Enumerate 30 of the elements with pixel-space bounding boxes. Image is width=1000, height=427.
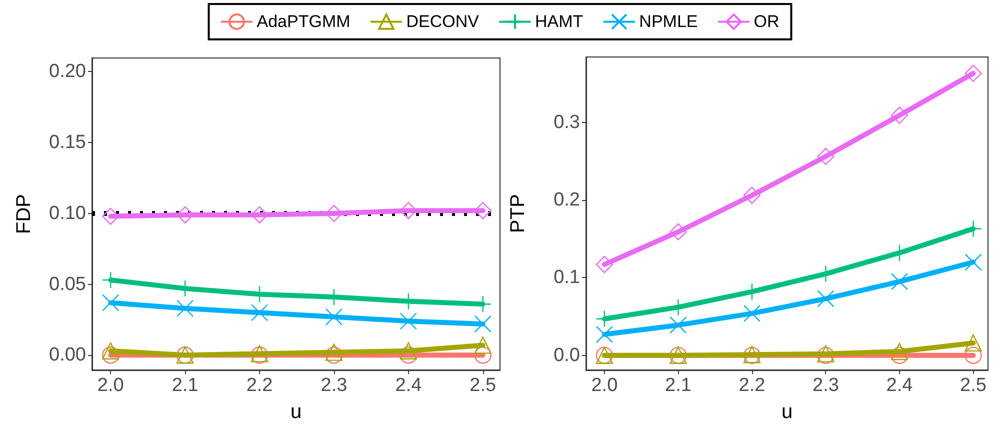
y-axis-title: FDP: [13, 194, 35, 234]
y-tick-label: 0.1: [554, 267, 580, 288]
x-axis-title: u: [781, 401, 793, 423]
legend-label: AdaPTGMM: [256, 12, 350, 32]
x-tick-label: 2.0: [591, 375, 618, 396]
x-tick-label: 2.2: [738, 375, 766, 396]
x-axis-title: u: [290, 401, 302, 423]
y-tick-label: 0.05: [49, 274, 86, 295]
x-tick-label: 2.5: [470, 375, 496, 396]
legend-label: HAMT: [535, 12, 584, 32]
legend-label: NPMLE: [639, 12, 698, 32]
y-tick-label: 0.15: [49, 132, 86, 154]
legend-label: DECONV: [406, 12, 480, 32]
x-tick-label: 2.3: [320, 375, 348, 396]
y-tick-label: 0.0: [554, 344, 580, 366]
x-tick-label: 2.1: [172, 375, 198, 396]
x-tick-label: 2.4: [395, 375, 422, 396]
y-axis-title: PTP: [507, 194, 529, 233]
x-tick-label: 2.0: [97, 375, 124, 396]
x-tick-label: 2.5: [960, 375, 986, 396]
y-tick-label: 0.00: [49, 344, 86, 366]
x-tick-label: 2.1: [664, 375, 692, 396]
legend-label: OR: [754, 12, 780, 32]
y-tick-label: 0.20: [49, 61, 86, 82]
y-tick-label: 0.10: [49, 202, 86, 224]
y-tick-label: 0.3: [554, 112, 580, 133]
x-tick-label: 2.4: [886, 375, 914, 396]
x-tick-label: 2.2: [246, 375, 273, 396]
x-tick-label: 2.3: [812, 375, 839, 396]
y-tick-label: 0.2: [554, 189, 580, 210]
